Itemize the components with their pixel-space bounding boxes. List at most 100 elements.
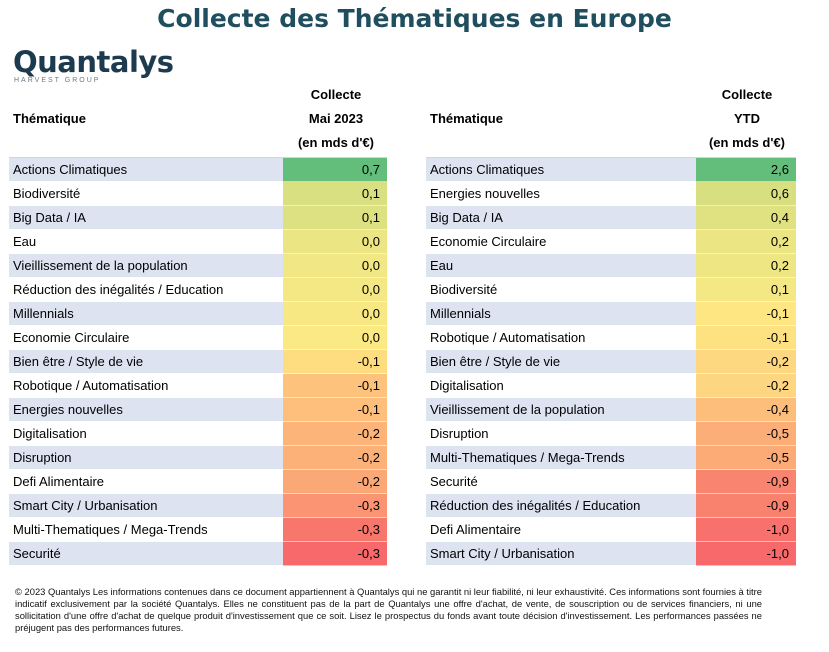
thematique-label: Millennials [9, 301, 283, 326]
collecte-value: 0,4 [696, 205, 796, 230]
thematique-label: Energies nouvelles [9, 397, 283, 422]
thematique-label: Vieillissement de la population [426, 397, 696, 422]
thematique-label: Digitalisation [426, 373, 696, 398]
collecte-value: -0,3 [283, 517, 387, 542]
collecte-value: 0,6 [696, 181, 796, 206]
thematique-label: Securité [426, 469, 696, 494]
thematique-label: Réduction des inégalités / Education [426, 493, 696, 518]
thematique-label: Digitalisation [9, 421, 283, 446]
table-row: Actions Climatiques 0,7 [9, 157, 387, 182]
table-row: Economie Circulaire 0,0 [9, 325, 387, 350]
collecte-value: -0,2 [283, 469, 387, 494]
collecte-value: 0,0 [283, 253, 387, 278]
table-row: Vieillissement de la population 0,0 [9, 253, 387, 278]
collecte-value: -0,1 [696, 325, 796, 350]
thematique-label: Securité [9, 541, 283, 566]
collecte-value: 0,1 [283, 181, 387, 206]
thematique-label: Big Data / IA [426, 205, 696, 230]
logo-wordmark: Quantalys [13, 45, 174, 79]
collecte-value: 0,7 [283, 157, 387, 182]
disclaimer-footer: © 2023 Quantalys Les informations conten… [15, 586, 762, 633]
table-row: Millennials -0,1 [426, 301, 796, 326]
table-row: Securité -0,9 [426, 469, 796, 494]
table-row: Robotique / Automatisation -0,1 [426, 325, 796, 350]
right-value-header-line1: Collecte [721, 87, 773, 102]
left-value-header-line3: (en mds d'€) [297, 135, 375, 150]
table-row: Digitalisation -0,2 [426, 373, 796, 398]
collecte-value: 0,1 [283, 205, 387, 230]
collecte-value: -0,1 [696, 301, 796, 326]
table-row: Economie Circulaire 0,2 [426, 229, 796, 254]
thematique-label: Réduction des inégalités / Education [9, 277, 283, 302]
thematique-label: Defi Alimentaire [9, 469, 283, 494]
thematique-label: Multi-Thematiques / Mega-Trends [426, 445, 696, 470]
table-row: Bien être / Style de vie -0,1 [9, 349, 387, 374]
right-value-header-line3: (en mds d'€) [708, 135, 786, 150]
logo-subtitle: HARVEST GROUP [14, 77, 101, 84]
thematique-label: Disruption [9, 445, 283, 470]
thematique-label: Bien être / Style de vie [426, 349, 696, 374]
thematique-label: Defi Alimentaire [426, 517, 696, 542]
table-row: Digitalisation -0,2 [9, 421, 387, 446]
collecte-value: -0,2 [283, 445, 387, 470]
collecte-value: 0,1 [696, 277, 796, 302]
left-table: Actions Climatiques 0,7 Biodiversité 0,1 Big… [9, 157, 387, 566]
right-table: Actions Climatiques 2,6 Energies nouvelles… [426, 157, 796, 566]
collecte-value: -1,0 [696, 517, 796, 542]
thematique-label: Actions Climatiques [426, 157, 696, 182]
collecte-value: -0,1 [283, 373, 387, 398]
thematique-label: Millennials [426, 301, 696, 326]
left-value-header-line2: Mai 2023 [308, 111, 364, 126]
thematique-label: Economie Circulaire [426, 229, 696, 254]
thematique-label: Multi-Thematiques / Mega-Trends [9, 517, 283, 542]
thematique-label: Actions Climatiques [9, 157, 283, 182]
table-row: Smart City / Urbanisation -0,3 [9, 493, 387, 518]
collecte-value: -0,9 [696, 469, 796, 494]
left-value-header: Collecte Mai 2023 (en mds d'€) [283, 88, 389, 160]
table-row: Multi-Thematiques / Mega-Trends -0,5 [426, 445, 796, 470]
table-row: Disruption -0,2 [9, 445, 387, 470]
table-row: Bien être / Style de vie -0,2 [426, 349, 796, 374]
thematique-label: Biodiversité [426, 277, 696, 302]
collecte-value: 0,2 [696, 253, 796, 278]
left-label-header: Thématique [13, 111, 86, 126]
thematique-label: Disruption [426, 421, 696, 446]
collecte-value: -0,1 [283, 349, 387, 374]
table-row: Millennials 0,0 [9, 301, 387, 326]
thematique-label: Big Data / IA [9, 205, 283, 230]
collecte-value: -0,2 [696, 349, 796, 374]
table-row: Réduction des inégalités / Education -0,9 [426, 493, 796, 518]
collecte-value: 0,0 [283, 277, 387, 302]
collecte-value: -0,3 [283, 541, 387, 566]
page-title: Collecte des Thématiques en Europe [157, 4, 672, 33]
collecte-value: 0,0 [283, 325, 387, 350]
collecte-value: -0,1 [283, 397, 387, 422]
collecte-value: 0,0 [283, 229, 387, 254]
collecte-value: -0,4 [696, 397, 796, 422]
table-row: Robotique / Automatisation -0,1 [9, 373, 387, 398]
thematique-label: Robotique / Automatisation [9, 373, 283, 398]
table-row: Réduction des inégalités / Education 0,0 [9, 277, 387, 302]
collecte-value: -0,9 [696, 493, 796, 518]
table-row: Actions Climatiques 2,6 [426, 157, 796, 182]
thematique-label: Energies nouvelles [426, 181, 696, 206]
table-row: Vieillissement de la population -0,4 [426, 397, 796, 422]
collecte-value: -0,3 [283, 493, 387, 518]
collecte-value: 0,2 [696, 229, 796, 254]
table-row: Big Data / IA 0,4 [426, 205, 796, 230]
right-value-header-line2: YTD [734, 111, 760, 126]
collecte-value: -0,5 [696, 421, 796, 446]
table-row: Disruption -0,5 [426, 421, 796, 446]
table-row: Securité -0,3 [9, 541, 387, 566]
thematique-label: Vieillissement de la population [9, 253, 283, 278]
table-row: Eau 0,0 [9, 229, 387, 254]
thematique-label: Smart City / Urbanisation [426, 541, 696, 566]
collecte-value: 2,6 [696, 157, 796, 182]
thematique-label: Biodiversité [9, 181, 283, 206]
right-label-header: Thématique [430, 111, 503, 126]
table-row: Biodiversité 0,1 [426, 277, 796, 302]
table-row: Eau 0,2 [426, 253, 796, 278]
collecte-value: -1,0 [696, 541, 796, 566]
table-row: Smart City / Urbanisation -1,0 [426, 541, 796, 566]
thematique-label: Eau [9, 229, 283, 254]
